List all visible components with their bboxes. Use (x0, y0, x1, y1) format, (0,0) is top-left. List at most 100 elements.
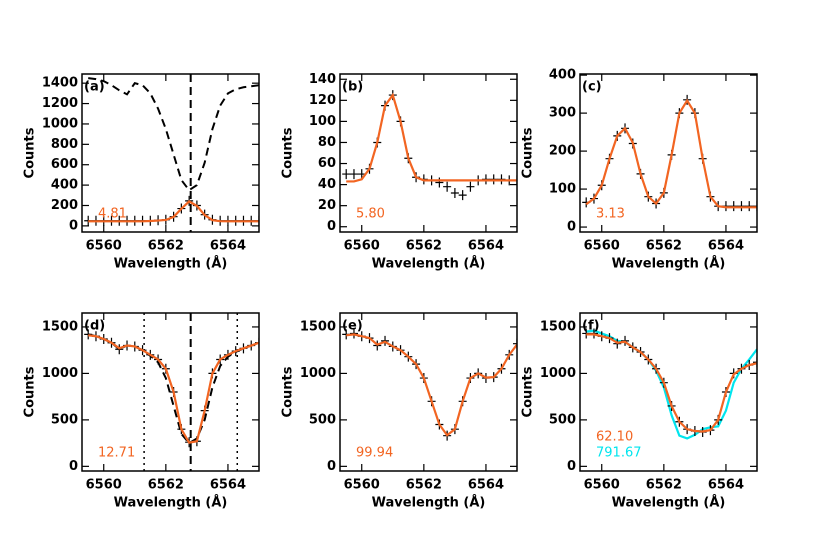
y-tick-label: 20 (318, 198, 336, 213)
x-tick-label: 6560 (86, 478, 122, 493)
x-tick-label: 6562 (646, 478, 682, 493)
plot-frame (339, 73, 518, 233)
plot-frame (579, 73, 758, 233)
data-point (342, 169, 351, 180)
y-tick-label: 140 (309, 72, 336, 87)
annotation: 5.80 (356, 207, 385, 222)
x-tick-label: 6562 (148, 478, 184, 493)
panel-label: (d) (84, 319, 105, 334)
y-tick-label: 1000 (42, 116, 78, 131)
panel-label: (b) (342, 80, 363, 95)
plot-frame (81, 312, 260, 472)
data-point (466, 181, 475, 192)
y-tick-label: 200 (51, 198, 78, 213)
y-tick-label: 500 (549, 412, 576, 427)
data-point (450, 188, 459, 199)
panel-label: (e) (342, 319, 363, 334)
y-axis-label: Counts (23, 127, 38, 178)
annotation: 12.71 (98, 446, 135, 461)
fit-line (586, 329, 757, 440)
x-axis-label: Wavelength (Å) (372, 495, 486, 511)
y-tick-label: 1000 (42, 366, 78, 381)
y-tick-label: 1200 (42, 96, 78, 111)
data-point (753, 357, 757, 368)
y-tick-label: 800 (51, 137, 78, 152)
y-tick-label: 120 (309, 93, 336, 108)
data-point (729, 201, 738, 212)
y-tick-label: 0 (567, 220, 576, 235)
y-tick-label: 1400 (42, 76, 78, 91)
y-tick-label: 1500 (42, 319, 78, 334)
y-tick-label: 300 (549, 106, 576, 121)
y-axis-label: Counts (521, 127, 536, 178)
panel-label: (a) (84, 80, 105, 95)
y-tick-label: 40 (318, 177, 336, 192)
y-tick-label: 100 (549, 182, 576, 197)
x-tick-label: 6562 (646, 239, 682, 254)
fit-line (346, 92, 517, 183)
plot-frame (579, 312, 758, 472)
x-tick-label: 6560 (584, 478, 620, 493)
annotation: 99.94 (356, 446, 393, 461)
data-point (745, 201, 754, 212)
fit-line (88, 200, 259, 223)
y-tick-label: 0 (69, 459, 78, 474)
annotation: 4.81 (98, 207, 127, 222)
y-tick-label: 100 (309, 114, 336, 129)
data-point (84, 329, 93, 340)
data-point (349, 169, 358, 180)
y-tick-label: 500 (309, 412, 336, 427)
x-tick-label: 6562 (406, 478, 442, 493)
y-tick-label: 400 (51, 178, 78, 193)
x-axis-label: Wavelength (Å) (612, 256, 726, 272)
y-tick-label: 60 (318, 156, 336, 171)
x-tick-label: 6564 (708, 239, 744, 254)
fit-line (88, 334, 259, 444)
x-tick-label: 6560 (86, 239, 122, 254)
y-tick-label: 600 (51, 157, 78, 172)
x-tick-label: 6564 (468, 478, 504, 493)
y-axis-label: Counts (23, 366, 38, 417)
y-tick-label: 1500 (540, 319, 576, 334)
x-tick-label: 6564 (708, 478, 744, 493)
panel-label: (c) (582, 80, 602, 95)
data-point (737, 201, 746, 212)
x-tick-label: 6560 (344, 239, 380, 254)
y-tick-label: 1000 (540, 366, 576, 381)
fit-line (586, 333, 757, 433)
y-axis-label: Counts (281, 366, 296, 417)
data-point (443, 181, 452, 192)
x-tick-label: 6560 (344, 478, 380, 493)
plot-frame (339, 312, 518, 472)
data-point (513, 338, 517, 349)
y-tick-label: 1500 (300, 319, 336, 334)
y-tick-label: 200 (549, 144, 576, 159)
annotation: 791.67 (596, 446, 642, 461)
y-axis-label: Counts (521, 366, 536, 417)
x-axis-label: Wavelength (Å) (114, 495, 228, 511)
data-point (458, 190, 467, 201)
y-tick-label: 1000 (300, 366, 336, 381)
x-axis-label: Wavelength (Å) (114, 256, 228, 272)
y-tick-label: 500 (51, 412, 78, 427)
panel-label: (f) (582, 319, 600, 334)
x-axis-label: Wavelength (Å) (612, 495, 726, 511)
x-tick-label: 6562 (406, 239, 442, 254)
data-point (435, 177, 444, 188)
y-tick-label: 80 (318, 135, 336, 150)
data-point (753, 201, 757, 212)
profile-line (88, 77, 259, 192)
fit-line (346, 333, 517, 437)
y-tick-label: 0 (567, 459, 576, 474)
x-tick-label: 6564 (210, 239, 246, 254)
annotation: 3.13 (596, 207, 625, 222)
x-tick-label: 6562 (148, 239, 184, 254)
fit-line (585, 98, 757, 209)
y-axis-label: Counts (281, 127, 296, 178)
y-tick-label: 0 (327, 459, 336, 474)
x-axis-label: Wavelength (Å) (372, 256, 486, 272)
x-tick-label: 6560 (584, 239, 620, 254)
plot-frame (81, 73, 260, 233)
y-tick-label: 0 (327, 219, 336, 234)
